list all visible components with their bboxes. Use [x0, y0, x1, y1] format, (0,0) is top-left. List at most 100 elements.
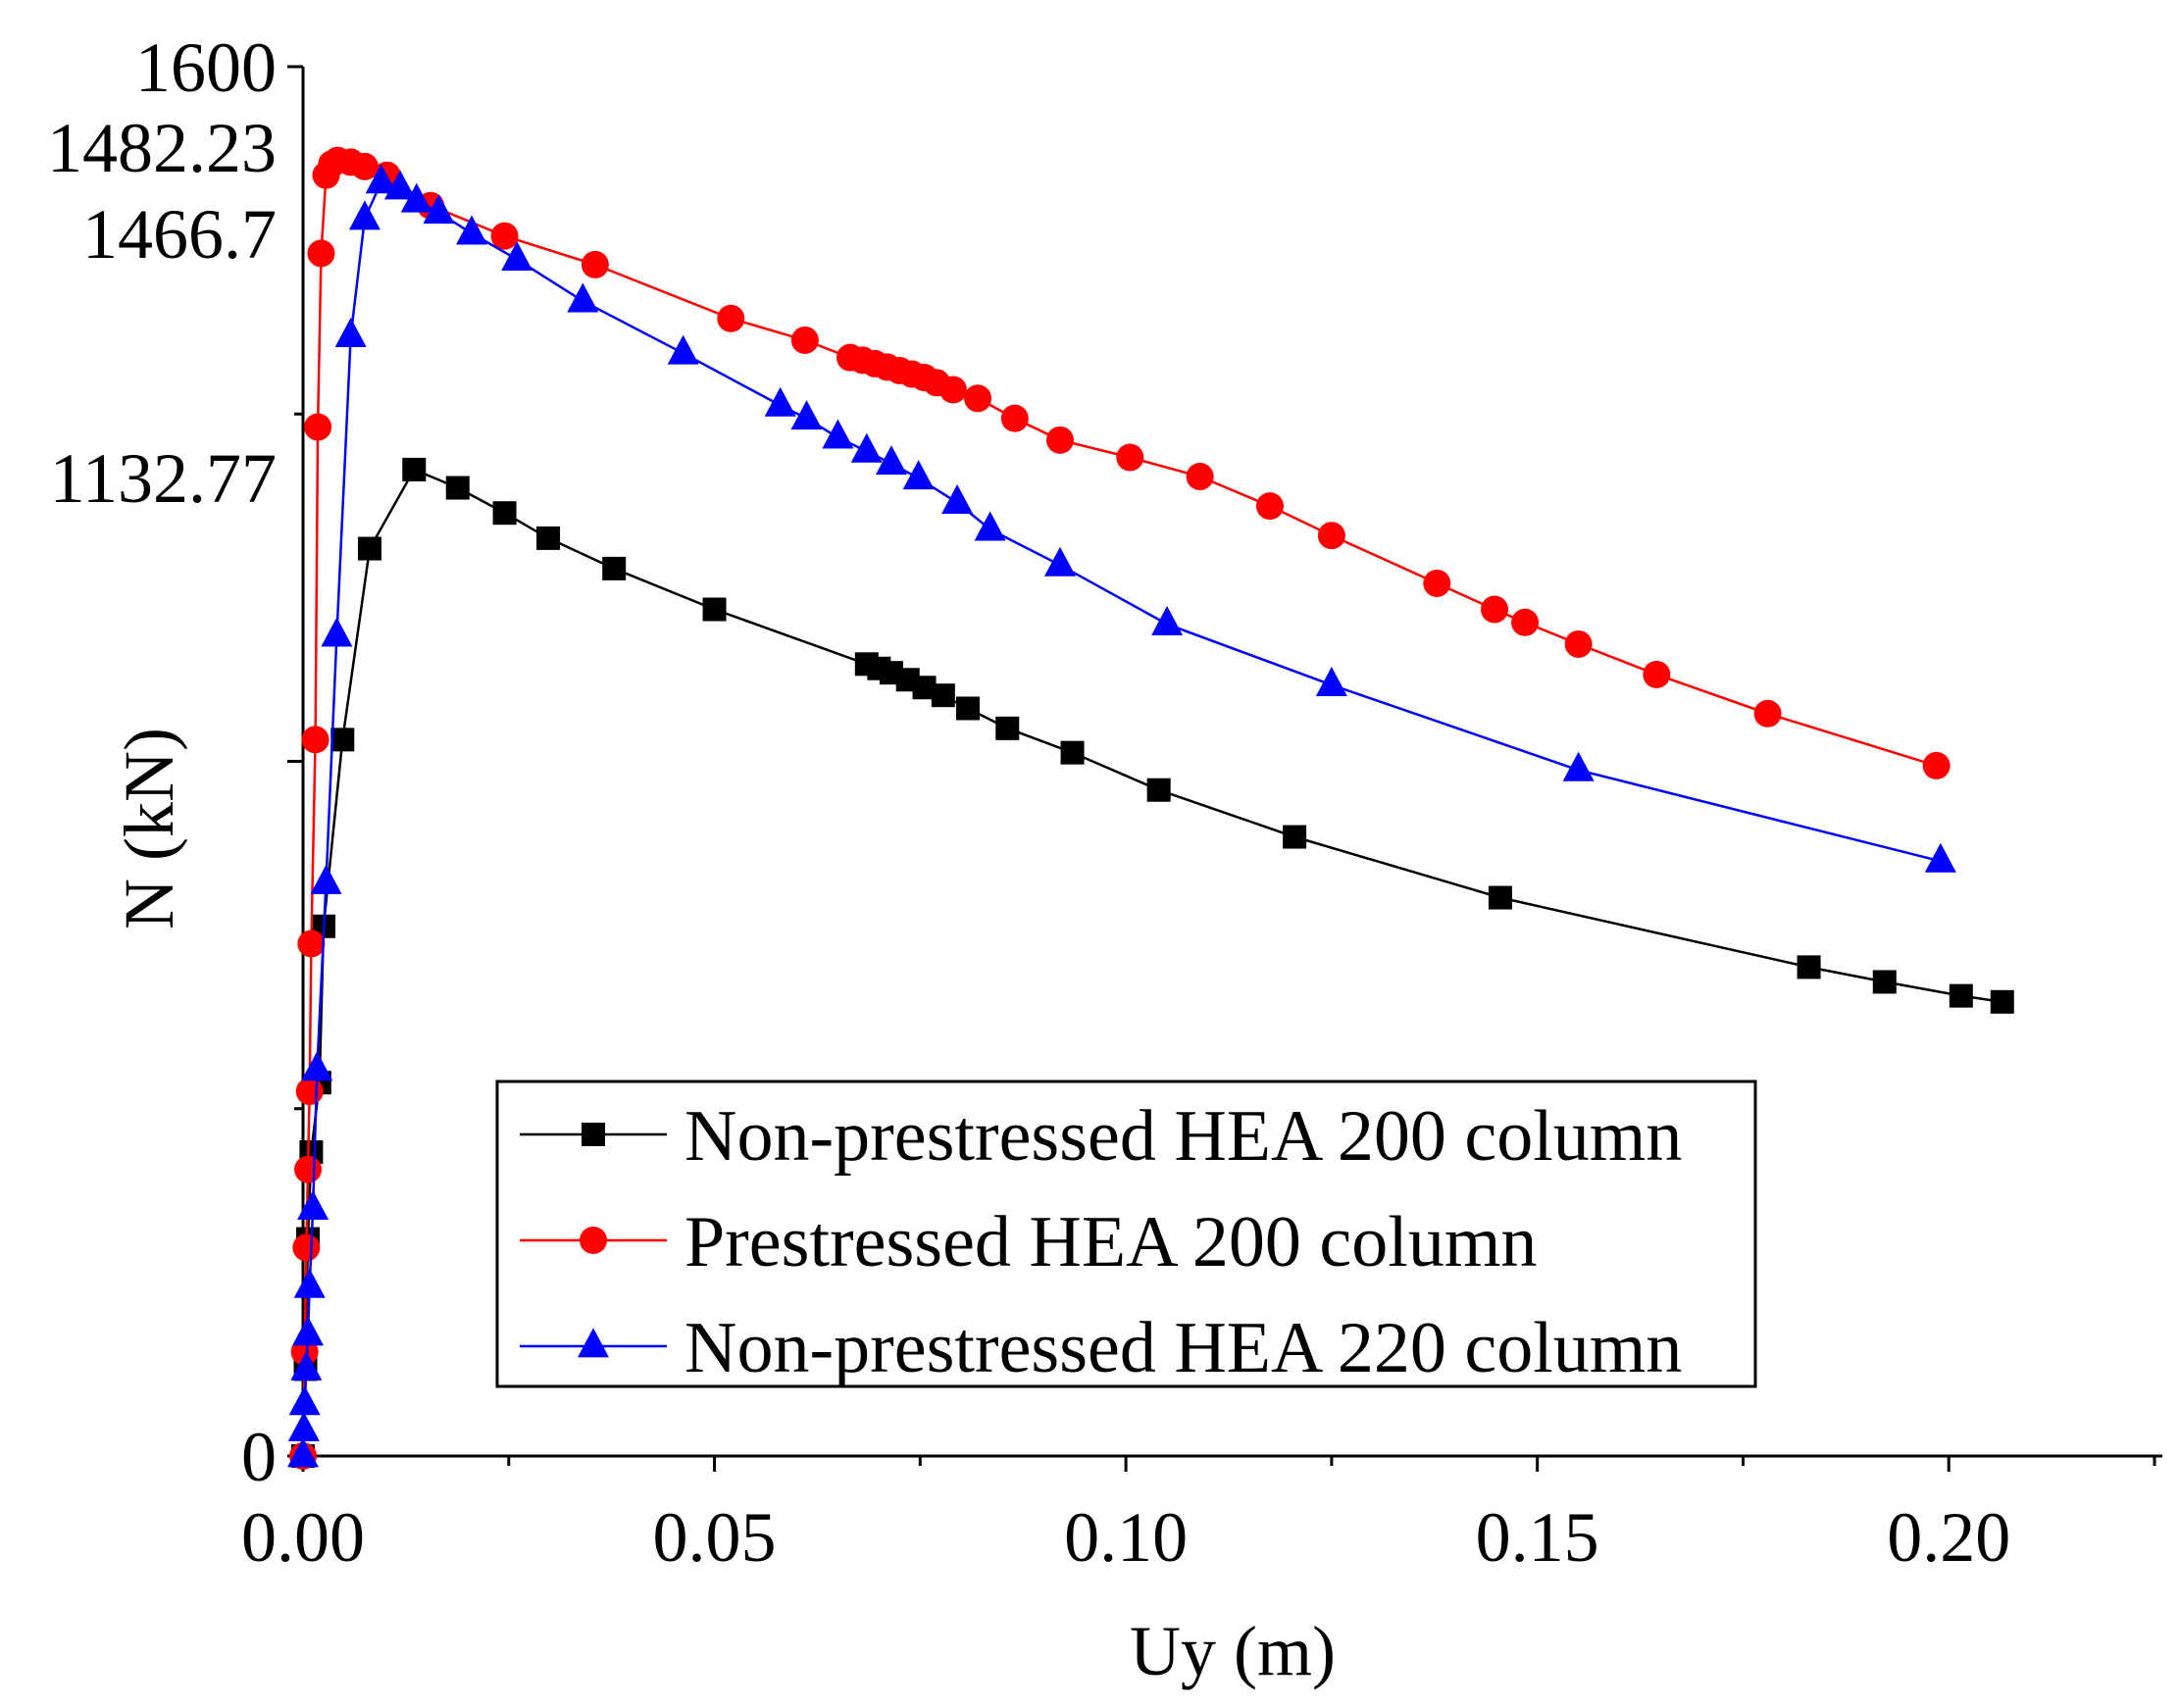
data-point	[902, 460, 935, 490]
data-point	[292, 1316, 325, 1346]
data-point	[350, 152, 379, 180]
data-point	[1146, 778, 1171, 802]
data-point	[536, 526, 561, 550]
data-point	[931, 683, 955, 708]
data-point	[1481, 595, 1509, 624]
data-point	[301, 1051, 333, 1081]
legend-label: Non-prestressed HEA 200 column	[684, 1096, 1682, 1177]
data-point	[1186, 463, 1214, 491]
series-group	[287, 146, 2014, 1470]
y-tick-label: 1132.77	[50, 439, 277, 518]
data-point	[1151, 605, 1184, 635]
data-point	[938, 376, 967, 404]
legend-marker	[580, 1227, 607, 1254]
legend-item: Non-prestressed HEA 220 column	[520, 1308, 1682, 1388]
legend-label: Prestressed HEA 200 column	[684, 1202, 1537, 1282]
data-point	[295, 1078, 324, 1106]
data-point	[293, 1268, 326, 1298]
data-point	[400, 182, 432, 213]
data-point	[321, 617, 353, 647]
data-point	[1924, 842, 1956, 873]
x-ticks: 0.00 0.05 0.10 0.15 0.20	[241, 1456, 2156, 1577]
data-point	[702, 597, 727, 622]
data-point	[1283, 825, 1307, 849]
data-point	[330, 728, 355, 752]
data-point	[875, 445, 907, 476]
data-point	[1990, 989, 2014, 1014]
data-point	[292, 1233, 321, 1262]
data-point	[456, 215, 488, 245]
data-point	[790, 400, 823, 430]
data-point	[304, 413, 332, 441]
data-point	[764, 386, 796, 417]
legend-marker	[578, 1328, 609, 1358]
data-point	[287, 1411, 320, 1441]
legend-marker	[582, 1123, 605, 1146]
data-point	[822, 419, 854, 449]
data-point	[288, 1385, 321, 1416]
data-point	[307, 239, 335, 268]
legend: Non-prestressed HEA 200 column Prestresse…	[495, 1080, 1757, 1388]
data-point	[492, 501, 517, 526]
data-point	[667, 334, 699, 365]
data-point	[297, 1189, 329, 1220]
data-point	[445, 476, 470, 500]
data-point	[384, 170, 417, 200]
y-tick-label: 1482.23	[47, 109, 277, 187]
data-point	[294, 1155, 323, 1183]
data-point	[1315, 666, 1347, 696]
data-point	[1060, 740, 1085, 765]
data-point	[974, 511, 1006, 541]
data-point	[357, 536, 381, 561]
data-point	[956, 696, 981, 721]
data-point	[941, 483, 974, 514]
data-point	[790, 326, 819, 354]
data-point	[1872, 970, 1897, 994]
legend-item: Prestressed HEA 200 column	[520, 1202, 1537, 1282]
x-tick-label: 0.20	[1887, 1498, 2010, 1577]
legend-box	[495, 1080, 1757, 1388]
data-point	[602, 556, 627, 580]
data-point	[1922, 751, 1951, 779]
y-tick-label: 1466.7	[82, 195, 277, 274]
x-tick-label: 0.05	[653, 1498, 777, 1577]
y-tick-label: 1600	[135, 28, 277, 107]
data-point	[1511, 608, 1540, 636]
data-point	[1564, 629, 1593, 658]
data-point	[334, 317, 367, 347]
data-point	[964, 384, 992, 413]
data-point	[1488, 885, 1512, 910]
data-point	[423, 194, 455, 225]
legend-label: Non-prestressed HEA 220 column	[684, 1308, 1682, 1388]
data-point	[1949, 983, 1973, 1008]
legend-item: Non-prestressed HEA 200 column	[520, 1096, 1682, 1177]
data-point	[348, 200, 380, 230]
data-point	[490, 222, 519, 250]
data-point	[1043, 546, 1076, 577]
data-point	[501, 241, 533, 272]
data-point	[1753, 699, 1782, 728]
data-point	[310, 864, 342, 894]
data-point	[850, 432, 883, 463]
data-point	[365, 164, 397, 194]
x-tick-label: 0.10	[1064, 1498, 1188, 1577]
y-tick-label: 0	[241, 1418, 277, 1496]
x-tick-label: 0.00	[241, 1498, 365, 1577]
series-3	[287, 164, 1956, 1468]
data-point	[1562, 751, 1595, 781]
data-point	[297, 929, 326, 958]
data-point	[1423, 569, 1451, 597]
data-point	[301, 726, 329, 754]
data-point	[287, 1437, 319, 1468]
data-point	[1317, 522, 1345, 550]
data-point	[567, 282, 599, 313]
x-axis-title: Uy (m)	[1130, 1612, 1336, 1690]
data-point	[1045, 426, 1074, 454]
data-point	[1116, 443, 1144, 472]
data-point	[402, 457, 427, 481]
data-point	[1000, 404, 1029, 432]
data-point	[1643, 660, 1671, 688]
x-tick-label: 0.15	[1476, 1498, 1599, 1577]
